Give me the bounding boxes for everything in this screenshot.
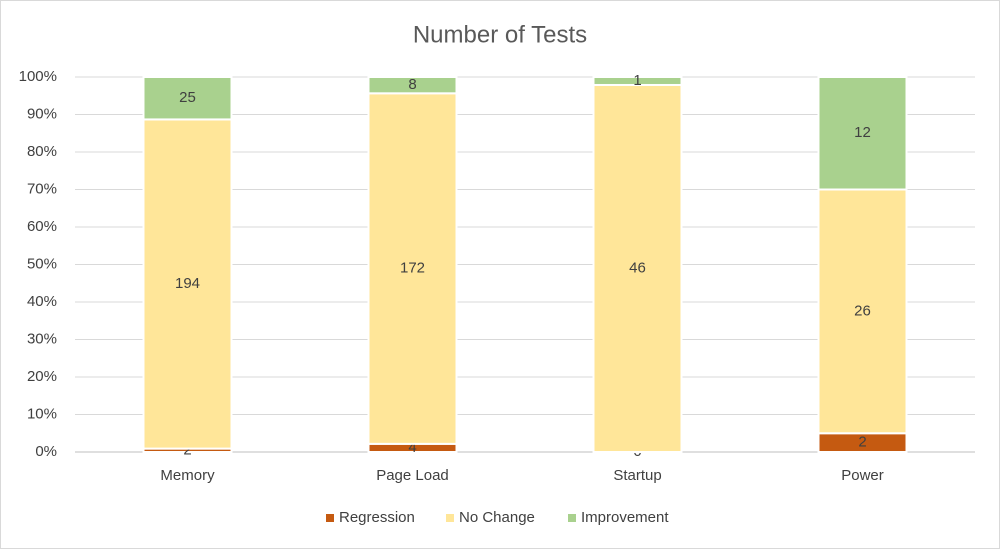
- bar-segment: [817, 76, 908, 191]
- data-label: 2: [858, 434, 866, 451]
- legend-swatch: [568, 514, 576, 522]
- legend-swatch: [446, 514, 454, 522]
- data-label: 25: [179, 89, 196, 106]
- legend-label: No Change: [459, 509, 535, 526]
- y-tick-label: 40%: [27, 293, 57, 310]
- y-tick-label: 30%: [27, 330, 57, 347]
- y-tick-label: 80%: [27, 143, 57, 160]
- data-label: 2: [183, 441, 191, 458]
- legend-label: Regression: [339, 509, 415, 526]
- data-label: 1: [633, 72, 641, 89]
- bar-segment: [367, 92, 458, 445]
- x-tick-label: Page Load: [376, 467, 449, 484]
- x-tick-label: Power: [841, 467, 884, 484]
- data-label: 46: [629, 259, 646, 276]
- y-tick-label: 20%: [27, 368, 57, 385]
- bar-segment: [367, 76, 458, 95]
- bar-segment: [142, 118, 233, 450]
- bar-segment: [142, 76, 233, 121]
- bar-segment: [592, 76, 683, 86]
- y-tick-label: 60%: [27, 218, 57, 235]
- x-tick-label: Memory: [160, 467, 215, 484]
- x-tick-label: Startup: [613, 467, 661, 484]
- y-tick-label: 50%: [27, 255, 57, 272]
- y-tick-label: 10%: [27, 405, 57, 422]
- y-tick-label: 70%: [27, 180, 57, 197]
- data-label: 172: [400, 260, 425, 277]
- y-tick-label: 0%: [35, 443, 57, 460]
- y-tick-label: 100%: [19, 68, 57, 85]
- data-label: 4: [408, 439, 416, 456]
- data-label: 194: [175, 275, 200, 292]
- data-label: 12: [854, 124, 871, 141]
- bar-segment: [592, 83, 683, 453]
- chart-title: Number of Tests: [413, 21, 587, 48]
- legend-swatch: [326, 514, 334, 522]
- bar-segment: [817, 188, 908, 435]
- data-label: 26: [854, 302, 871, 319]
- y-tick-label: 90%: [27, 105, 57, 122]
- legend-label: Improvement: [581, 509, 669, 526]
- data-label: 8: [408, 76, 416, 93]
